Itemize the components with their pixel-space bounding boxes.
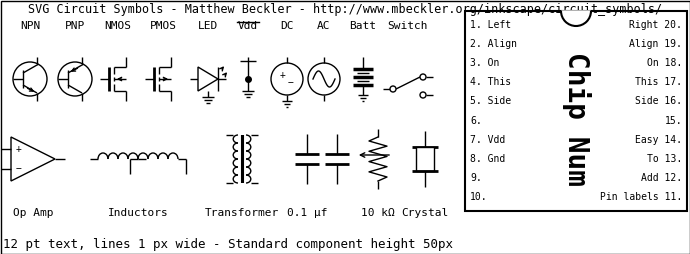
Text: PMOS: PMOS — [150, 21, 177, 31]
Text: Vdd: Vdd — [238, 21, 258, 31]
Polygon shape — [198, 67, 218, 91]
Text: PNP: PNP — [65, 21, 85, 31]
Text: 0.1 μf: 0.1 μf — [287, 208, 327, 218]
Text: 1. Left: 1. Left — [470, 20, 511, 30]
Text: SVG Circuit Symbols - Matthew Beckler - http://www.mbeckler.org/inkscape/circuit: SVG Circuit Symbols - Matthew Beckler - … — [28, 3, 662, 16]
Text: Batt: Batt — [350, 21, 377, 31]
Text: 15.: 15. — [664, 116, 682, 125]
Text: Align 19.: Align 19. — [629, 39, 682, 49]
Text: Side 16.: Side 16. — [635, 97, 682, 106]
Text: 9.: 9. — [470, 173, 482, 183]
Wedge shape — [562, 11, 590, 25]
Text: NPN: NPN — [20, 21, 40, 31]
Bar — [465, 11, 687, 211]
Circle shape — [420, 92, 426, 98]
Text: Chip Num: Chip Num — [562, 52, 591, 186]
Text: −: − — [16, 164, 22, 174]
Text: Op Amp: Op Amp — [12, 208, 53, 218]
Text: Pin labels 11.: Pin labels 11. — [600, 192, 682, 202]
Text: This 17.: This 17. — [635, 77, 682, 87]
Bar — [416, 147, 434, 171]
Text: Switch: Switch — [388, 21, 428, 31]
Text: 2. Align: 2. Align — [470, 39, 517, 49]
Circle shape — [308, 63, 340, 95]
Text: −: − — [288, 78, 294, 88]
Text: 7. Vdd: 7. Vdd — [470, 135, 505, 145]
Text: To 13.: To 13. — [647, 154, 682, 164]
Text: 3. On: 3. On — [470, 58, 500, 68]
Text: Crystal: Crystal — [402, 208, 448, 218]
Polygon shape — [11, 137, 55, 181]
Text: Transformer: Transformer — [205, 208, 279, 218]
Circle shape — [271, 63, 303, 95]
Circle shape — [420, 74, 426, 80]
Circle shape — [13, 62, 47, 96]
Text: DC: DC — [280, 21, 294, 31]
Text: 6.: 6. — [470, 116, 482, 125]
Text: Add 12.: Add 12. — [641, 173, 682, 183]
Text: NMOS: NMOS — [104, 21, 132, 31]
Text: +: + — [16, 144, 22, 154]
Text: On 18.: On 18. — [647, 58, 682, 68]
Circle shape — [58, 62, 92, 96]
Text: 12 pt text, lines 1 px wide - Standard component height 50px: 12 pt text, lines 1 px wide - Standard c… — [3, 238, 453, 251]
Text: +: + — [280, 70, 286, 80]
Text: Right 20.: Right 20. — [629, 20, 682, 30]
Circle shape — [390, 86, 396, 92]
Text: 5. Side: 5. Side — [470, 97, 511, 106]
Text: Inductors: Inductors — [108, 208, 168, 218]
Text: 4. This: 4. This — [470, 77, 511, 87]
Text: 10 kΩ: 10 kΩ — [361, 208, 395, 218]
Text: Easy 14.: Easy 14. — [635, 135, 682, 145]
Text: 10.: 10. — [470, 192, 488, 202]
Text: LED: LED — [198, 21, 218, 31]
Text: AC: AC — [317, 21, 331, 31]
Text: 8. Gnd: 8. Gnd — [470, 154, 505, 164]
